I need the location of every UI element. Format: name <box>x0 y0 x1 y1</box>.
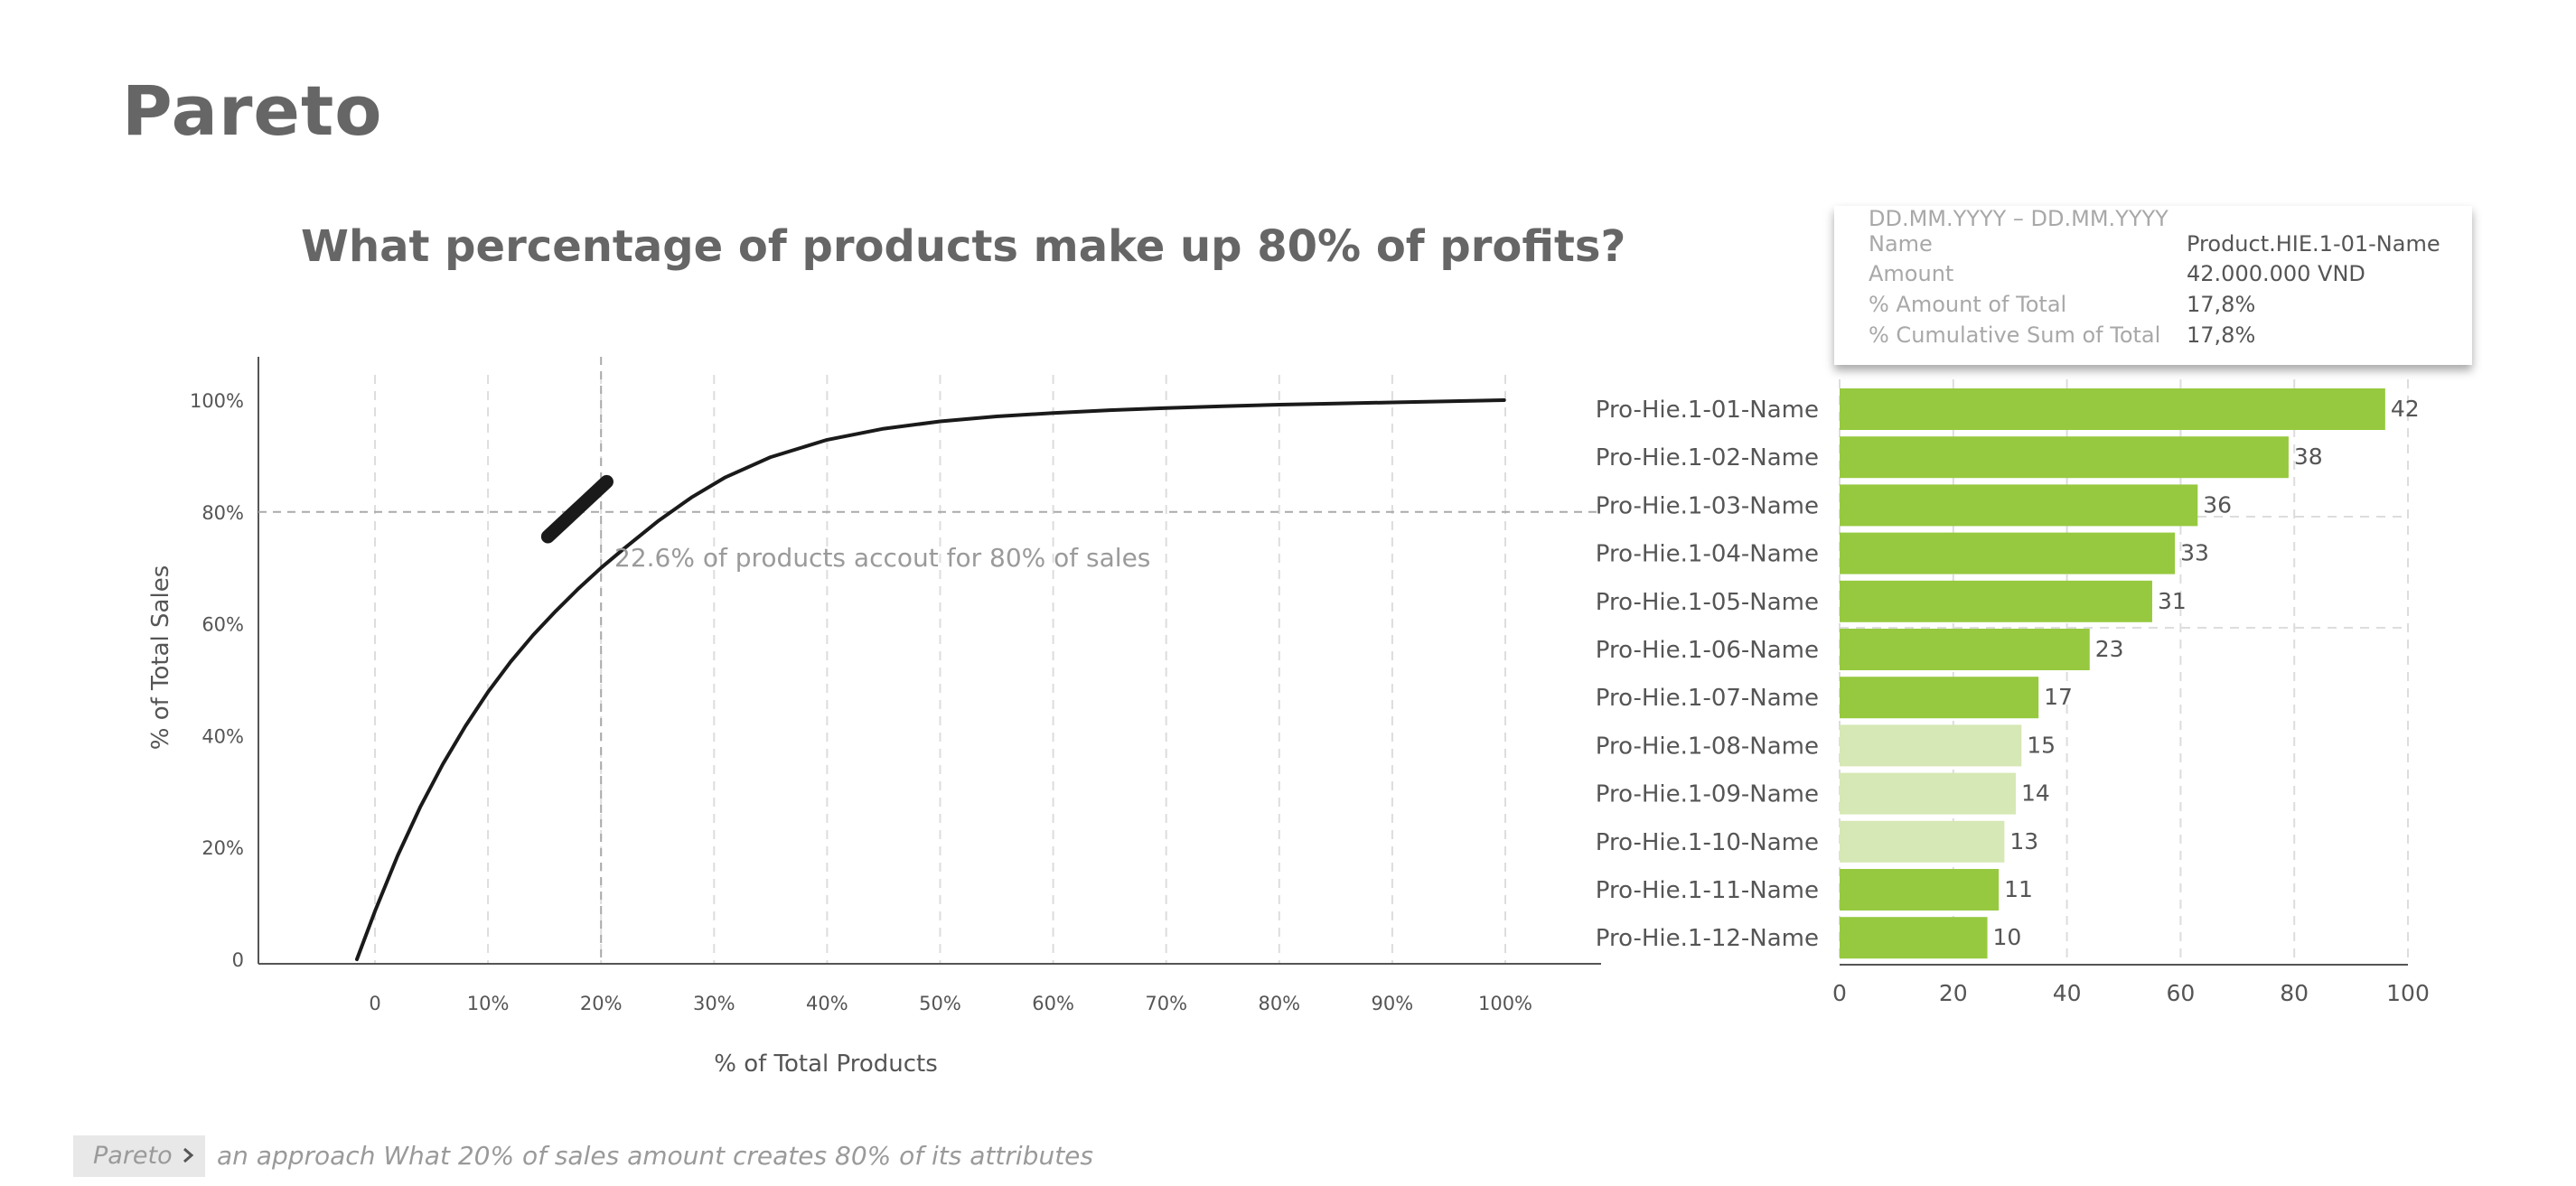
y-tick-label: 40% <box>201 725 244 747</box>
tooltip-label: Name <box>1869 231 1933 257</box>
bar-category-label: Pro-Hie.1-01-Name <box>1596 397 1819 424</box>
y-tick-label: 100% <box>190 390 244 412</box>
x-axis-label: % of Total Products <box>714 1051 938 1078</box>
bar-value-label: 11 <box>2004 876 2033 902</box>
x-tick-label: 30% <box>693 993 735 1014</box>
chevron-right-icon <box>183 1147 194 1163</box>
bar-value-label: 15 <box>2027 732 2056 758</box>
tooltip-label: % Cumulative Sum of Total <box>1869 322 2161 348</box>
bar-x-tick-label: 60 <box>2166 980 2195 1006</box>
bar-value-label: 13 <box>2009 828 2038 854</box>
breadcrumb-label: Pareto <box>93 1142 173 1170</box>
bar-value-label: 31 <box>2158 588 2187 614</box>
bar-category-label: Pro-Hie.1-10-Name <box>1596 829 1819 856</box>
tooltip-value: 17,8% <box>2187 322 2256 348</box>
cumulative-sales-line <box>355 398 1506 961</box>
bar-category-label: Pro-Hie.1-08-Name <box>1596 733 1819 760</box>
footer-description: an approach What 20% of sales amount cre… <box>217 1141 1093 1171</box>
x-tick-label: 40% <box>806 993 848 1014</box>
tooltip-row-percent-amount: % Amount of Total 17,8% <box>1869 292 2465 319</box>
highlight-segment <box>540 474 614 544</box>
pareto-chart: 0 10% 20% 30% 40% 50% 60% 70% 80% 90% 100% 0 20% 40% 6… <box>147 357 1602 1078</box>
x-tick-label: 100% <box>1478 993 1532 1014</box>
bar <box>1840 629 2090 670</box>
bar-category-label: Pro-Hie.1-12-Name <box>1596 925 1819 952</box>
bar <box>1840 484 2198 527</box>
tooltip-date-range: DD.MM.YYYY – DD.MM.YYYY <box>1869 206 2169 231</box>
bar-x-tick-label: 20 <box>1939 980 1968 1006</box>
bar <box>1840 820 2005 863</box>
tooltip-row-name: Name Product.HIE.1-01-Name <box>1869 231 2465 258</box>
bar <box>1840 580 2152 622</box>
bar-value-label: 42 <box>2391 396 2420 422</box>
bar <box>1840 724 2022 767</box>
chart-title: What percentage of products make up 80% … <box>301 221 1626 272</box>
bar <box>1840 388 2385 430</box>
tooltip-row-amount: Amount 42.000.000 VND <box>1869 261 2465 288</box>
x-tick-label: 50% <box>919 993 961 1014</box>
bar <box>1840 436 2289 479</box>
tooltip-label: % Amount of Total <box>1869 292 2067 317</box>
y-tick-label: 80% <box>201 502 244 524</box>
tooltip-value: 42.000.000 VND <box>2187 261 2365 286</box>
bar-category-label: Pro-Hie.1-07-Name <box>1596 685 1819 712</box>
tooltip-value: Product.HIE.1-01-Name <box>2187 231 2440 257</box>
bar <box>1840 869 2000 911</box>
x-tick-label: 20% <box>580 993 623 1014</box>
x-tick-label: 0 <box>369 993 380 1014</box>
bar <box>1840 917 1988 959</box>
bar-category-label: Pro-Hie.1-06-Name <box>1596 637 1819 664</box>
bar-value-label: 14 <box>2021 780 2050 807</box>
x-tick-label: 60% <box>1032 993 1074 1014</box>
bar-category-label: Pro-Hie.1-09-Name <box>1596 781 1819 808</box>
page-title: Pareto <box>122 70 383 151</box>
bar-category-label: Pro-Hie.1-04-Name <box>1596 541 1819 568</box>
y-tick-label: 0 <box>232 949 244 971</box>
bar-value-label: 38 <box>2294 444 2323 470</box>
bar-category-label: Pro-Hie.1-05-Name <box>1596 589 1819 616</box>
bar <box>1840 677 2039 719</box>
chart-annotation: 22.6% of products accout for 80% of sale… <box>614 543 1150 573</box>
y-tick-label: 60% <box>201 614 244 636</box>
bar-value-label: 36 <box>2203 491 2232 518</box>
tooltip: DD.MM.YYYY – DD.MM.YYYY Name Product.HIE… <box>1834 206 2472 365</box>
x-tick-label: 80% <box>1258 993 1300 1014</box>
bar-category-label: Pro-Hie.1-02-Name <box>1596 444 1819 472</box>
tooltip-row-cumulative: % Cumulative Sum of Total 17,8% <box>1869 322 2465 350</box>
bar-chart: Pro-Hie.1-01-Name 42 Pro-Hie.1-02-Name 38 Pr… <box>1596 379 2430 1006</box>
bar-x-tick-label: 40 <box>2053 980 2082 1006</box>
breadcrumb-tag[interactable]: Pareto <box>73 1135 205 1177</box>
x-tick-label: 10% <box>467 993 510 1014</box>
x-tick-label: 70% <box>1145 993 1187 1014</box>
bar-x-tick-label: 0 <box>1832 980 1847 1006</box>
bar-x-tick-label: 100 <box>2386 980 2430 1006</box>
bar <box>1840 532 2176 574</box>
bar-category-label: Pro-Hie.1-03-Name <box>1596 492 1819 519</box>
tooltip-label: Amount <box>1869 261 1954 286</box>
bar-value-label: 23 <box>2095 636 2124 662</box>
bar-value-label: 33 <box>2180 540 2209 566</box>
tooltip-value: 17,8% <box>2187 292 2256 317</box>
bar-category-label: Pro-Hie.1-11-Name <box>1596 877 1819 904</box>
y-axis-label: % of Total Sales <box>147 565 174 750</box>
x-tick-label: 90% <box>1372 993 1414 1014</box>
y-tick-label: 20% <box>201 837 244 859</box>
bar-value-label: 17 <box>2044 684 2073 710</box>
bar <box>1840 772 2016 815</box>
bar-x-tick-label: 80 <box>2280 980 2309 1006</box>
bar-value-label: 10 <box>1993 924 2022 950</box>
